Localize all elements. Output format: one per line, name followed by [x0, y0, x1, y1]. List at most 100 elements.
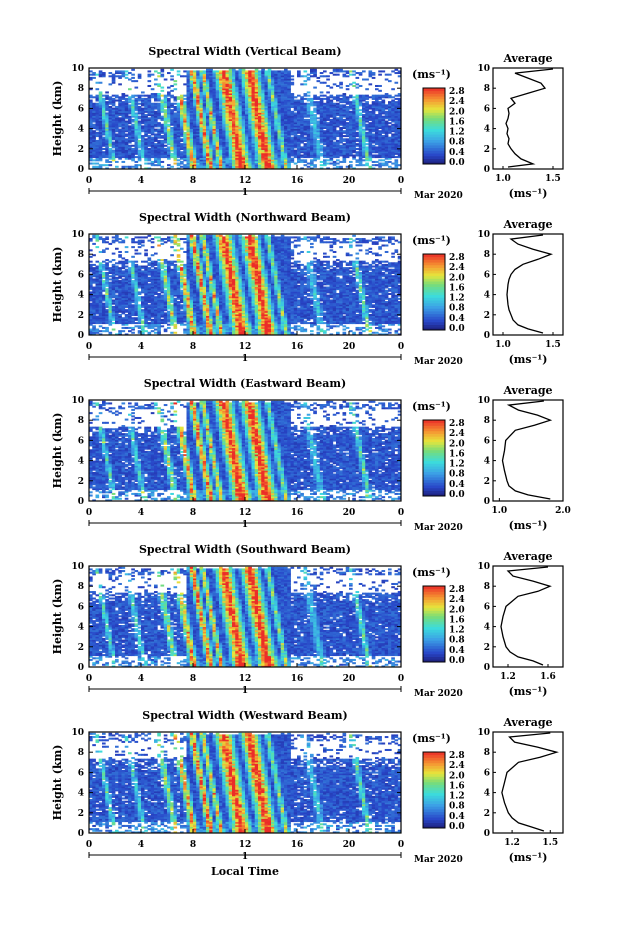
- heatmap-cell: [170, 69, 174, 71]
- heatmap-cell: [96, 74, 100, 76]
- heatmap-cell: [183, 98, 187, 100]
- heatmap-cell: [161, 100, 165, 102]
- heatmap-cell: [138, 103, 142, 105]
- heatmap-cell: [161, 116, 165, 118]
- heatmap-cell: [174, 83, 178, 85]
- heatmap-cell: [180, 75, 184, 77]
- heatmap-cell: [135, 87, 139, 89]
- heatmap-cell: [131, 74, 135, 76]
- heatmap-cell: [161, 166, 165, 168]
- heatmap-cell: [109, 148, 113, 150]
- heatmap-cell: [135, 112, 139, 114]
- heatmap-cell: [102, 137, 106, 139]
- heatmap-cell: [157, 129, 161, 131]
- panel-title: Spectral Width (Vertical Beam): [148, 45, 341, 58]
- heatmap-cell: [102, 164, 106, 166]
- heatmap-cell: [109, 72, 113, 74]
- heatmap-cell: [122, 70, 126, 72]
- heatmap-cell: [144, 163, 148, 165]
- heatmap-cell: [170, 109, 174, 111]
- heatmap-cell: [170, 85, 174, 87]
- heatmap-cell: [92, 77, 96, 79]
- heatmap-cell: [170, 127, 174, 129]
- heatmap-cell: [115, 106, 119, 108]
- heatmap-cell: [174, 96, 178, 98]
- heatmap-cell: [148, 148, 152, 150]
- heatmap-cell: [157, 83, 161, 85]
- heatmap-cell: [148, 117, 152, 119]
- heatmap-cell: [109, 106, 113, 108]
- heatmap-cell: [118, 96, 122, 98]
- heatmap-cell: [131, 148, 135, 150]
- heatmap-cell: [138, 121, 142, 123]
- heatmap-cell: [118, 83, 122, 85]
- heatmap-cell: [174, 163, 178, 165]
- heatmap-cell: [112, 142, 116, 144]
- heatmap-cell: [154, 164, 158, 166]
- heatmap-cell: [170, 103, 174, 105]
- heatmap-cell: [118, 129, 122, 131]
- heatmap-cell: [138, 74, 142, 76]
- heatmap-cell: [131, 166, 135, 168]
- heatmap-cell: [135, 95, 139, 97]
- heatmap-cell: [180, 151, 184, 153]
- heatmap-cell: [96, 88, 100, 90]
- heatmap-cell: [141, 95, 145, 97]
- heatmap-cell: [138, 95, 142, 97]
- heatmap-cell: [128, 125, 132, 127]
- heatmap-cell: [161, 135, 165, 137]
- heatmap-cell: [161, 87, 165, 89]
- heatmap-cell: [177, 103, 181, 105]
- heatmap-cell: [151, 161, 155, 163]
- heatmap-cell: [92, 72, 96, 74]
- heatmap-cell: [141, 91, 145, 93]
- heatmap-cell: [154, 93, 158, 95]
- heatmap-cell: [193, 70, 197, 72]
- heatmap-cell: [154, 143, 158, 145]
- heatmap-cell: [167, 124, 171, 126]
- heatmap-cell: [92, 163, 96, 165]
- heatmap-cell: [92, 166, 96, 168]
- heatmap-cell: [148, 95, 152, 97]
- heatmap-cell: [151, 74, 155, 76]
- heatmap-cell: [135, 156, 139, 158]
- heatmap-cell: [183, 101, 187, 103]
- heatmap-cell: [128, 72, 132, 74]
- heatmap-cell: [183, 75, 187, 77]
- spectral-width-figure: Spectral Width (Vertical Beam)0246810Hei…: [0, 0, 622, 929]
- heatmap-cell: [128, 104, 132, 106]
- heatmap-cell: [105, 112, 109, 114]
- heatmap-cell: [174, 88, 178, 90]
- heatmap-cell: [154, 103, 158, 105]
- heatmap-cell: [177, 70, 181, 72]
- heatmap-cell: [105, 164, 109, 166]
- heatmap-cell: [138, 140, 142, 142]
- heatmap-cell: [177, 96, 181, 98]
- heatmap-cell: [164, 148, 168, 150]
- heatmap-cell: [125, 133, 129, 135]
- heatmap-cell: [92, 130, 96, 132]
- heatmap-cell: [157, 72, 161, 74]
- heatmap-cell: [170, 75, 174, 77]
- heatmap-cell: [141, 98, 145, 100]
- heatmap-cell: [131, 100, 135, 102]
- heatmap-cell: [161, 90, 165, 92]
- heatmap-cell: [167, 98, 171, 100]
- heatmap-cell: [187, 70, 191, 72]
- heatmap-cell: [96, 163, 100, 165]
- heatmap-cell: [92, 96, 96, 98]
- heatmap-cell: [105, 101, 109, 103]
- heatmap-cell: [161, 124, 165, 126]
- heatmap-cell: [109, 75, 113, 77]
- heatmap-cell: [115, 100, 119, 102]
- heatmap-cell: [128, 88, 132, 90]
- heatmap-cell: [105, 159, 109, 161]
- heatmap-cell: [96, 140, 100, 142]
- heatmap-cell: [99, 70, 103, 72]
- heatmap-cell: [128, 96, 132, 98]
- heatmap-cell: [135, 98, 139, 100]
- heatmap-cell: [161, 161, 165, 163]
- heatmap-cell: [122, 93, 126, 95]
- heatmap-cell: [144, 138, 148, 140]
- heatmap-cell: [112, 150, 116, 152]
